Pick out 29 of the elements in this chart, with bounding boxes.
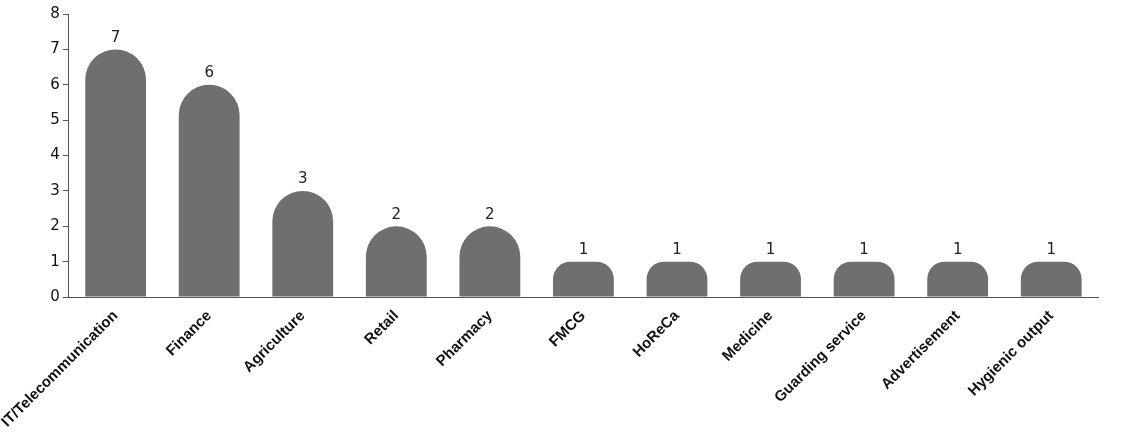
bar [553,261,614,297]
y-tick-label: 8 [50,3,60,22]
y-tick-label: 3 [50,180,60,199]
data-label: 1 [765,240,776,259]
data-label: 1 [578,240,589,259]
data-label: 2 [485,204,495,223]
y-tick-label: 1 [50,251,60,270]
y-tick-label: 0 [50,286,60,305]
y-tick-label: 5 [50,110,60,129]
bar [740,261,801,297]
bar [272,190,334,297]
y-tick-label: 4 [50,145,60,164]
y-tick-label: 2 [50,216,60,235]
y-tick-label: 6 [50,74,60,93]
bar [927,261,989,297]
data-label: 6 [204,63,214,82]
data-label: 1 [1046,240,1056,259]
data-label: 1 [859,240,869,259]
bar [85,49,147,297]
data-label: 2 [391,204,402,223]
bar [833,261,895,297]
bar [1020,261,1082,297]
bar [178,84,240,297]
data-label: 7 [110,27,121,46]
data-label: 1 [952,240,963,259]
bar [646,261,708,297]
data-label: 1 [672,240,682,259]
data-label: 3 [297,169,308,188]
y-tick-label: 7 [50,39,60,58]
